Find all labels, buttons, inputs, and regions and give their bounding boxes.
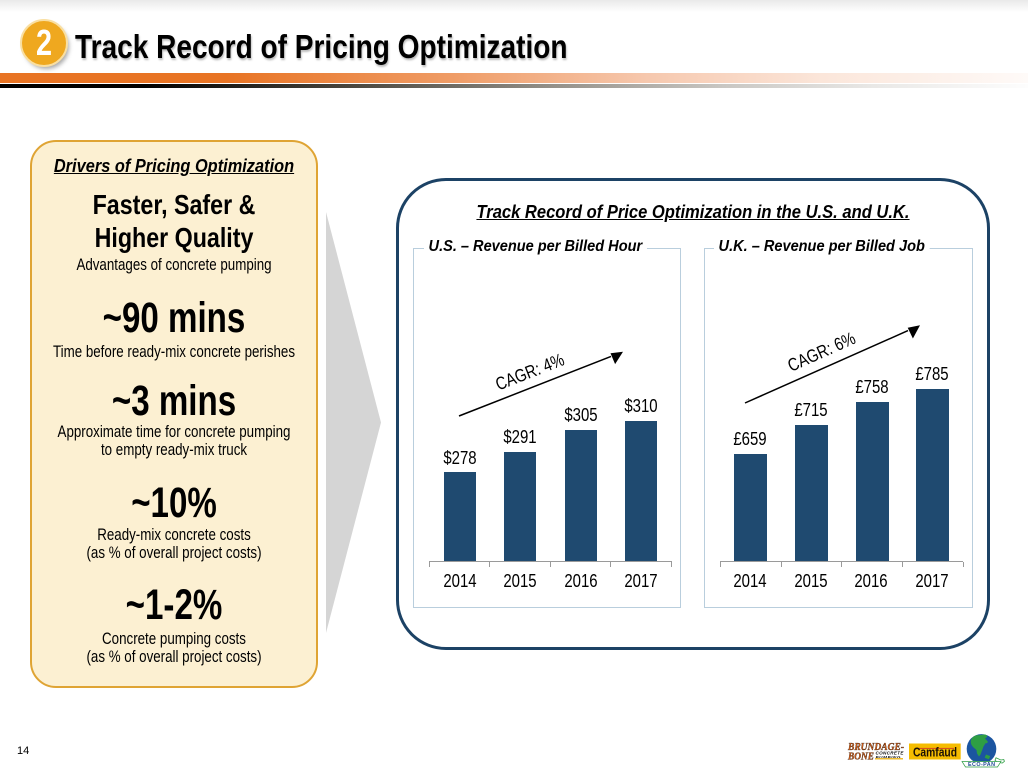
svg-text:BRUNDAGE-: BRUNDAGE- [847,742,904,753]
svg-text:ECO-PAN: ECO-PAN [968,762,995,768]
svg-text:CONCRETE: CONCRETE [876,751,905,756]
svg-text:BONE: BONE [847,752,874,763]
svg-text:PUMPING: PUMPING [876,755,901,760]
svg-text:Camfaud: Camfaud [913,746,957,760]
